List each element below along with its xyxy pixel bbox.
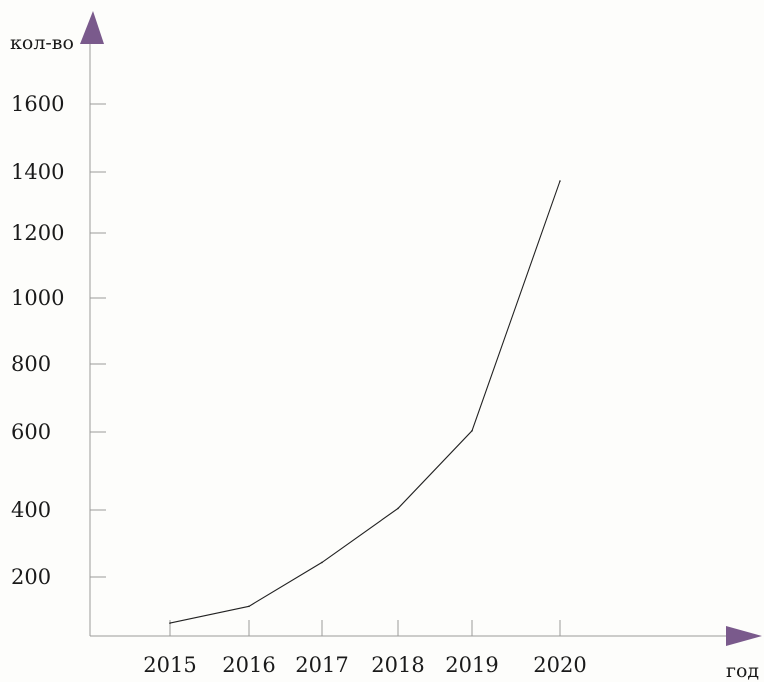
axes	[80, 11, 762, 646]
x-tick-label-2017: 2017	[295, 653, 348, 677]
data-point-2016	[248, 605, 250, 608]
series-layer	[169, 180, 561, 624]
y-axis-title: кол-во	[10, 32, 74, 54]
y-tick-label-600: 600	[11, 420, 51, 444]
y-tick-label-1400: 1400	[11, 160, 64, 184]
x-tick-label-2018: 2018	[371, 653, 424, 677]
data-point-2017	[321, 561, 323, 564]
x-axis-ticks: 2015 2016 2017 2018 2019 2020	[143, 620, 587, 677]
series-line-0	[169, 180, 561, 624]
y-tick-label-400: 400	[11, 498, 51, 522]
x-tick-label-2019: 2019	[445, 653, 498, 677]
y-tick-label-200: 200	[11, 565, 51, 589]
y-tick-label-1000: 1000	[11, 286, 64, 310]
data-point-2018	[397, 507, 399, 510]
y-axis-ticks: 200 400 600 800 1000 1200 1400 1600	[11, 92, 106, 589]
y-tick-label-1600: 1600	[11, 92, 64, 116]
x-tick-label-2020: 2020	[533, 653, 586, 677]
x-tick-label-2015: 2015	[143, 653, 196, 677]
x-axis-arrow	[726, 626, 762, 646]
y-axis-arrow	[80, 11, 104, 44]
data-point-2019	[471, 430, 473, 432]
x-tick-label-2016: 2016	[222, 653, 275, 677]
x-axis-title: год	[726, 660, 759, 682]
data-point-2020	[559, 180, 561, 182]
y-tick-label-800: 800	[11, 352, 51, 376]
data-point-2015	[169, 622, 171, 624]
y-tick-label-1200: 1200	[11, 221, 64, 245]
